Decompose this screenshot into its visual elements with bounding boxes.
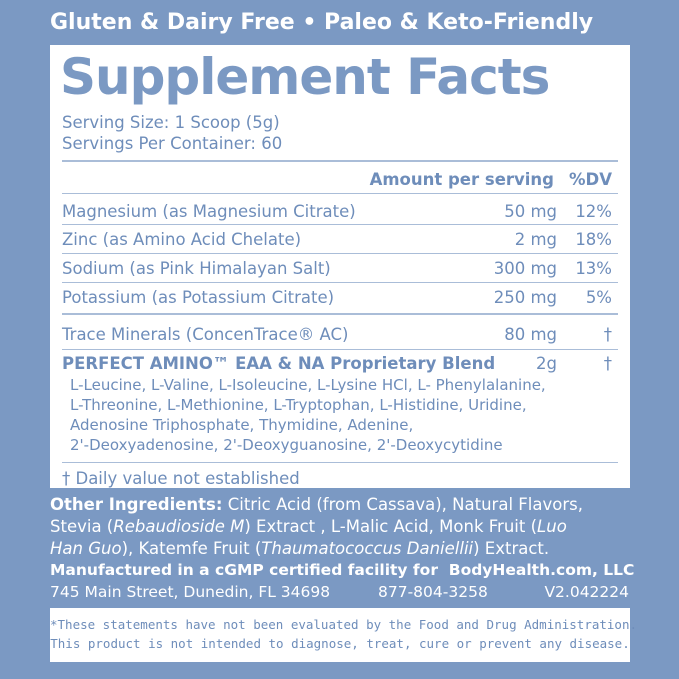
divider [62, 349, 618, 350]
nutrient-amount: 2 mg [514, 230, 557, 249]
disclaimer-box [50, 608, 630, 662]
nutrient-dv: 12% [575, 202, 612, 221]
nutrient-name: Zinc (as Amino Acid Chelate) [62, 230, 302, 249]
divider [62, 253, 618, 254]
nutrient-amount: 300 mg [493, 259, 557, 278]
text: Luo [537, 517, 567, 536]
amount-header: Amount per serving [369, 170, 554, 189]
text: ) Extract. [473, 539, 550, 558]
nutrient-name: Magnesium (as Magnesium Citrate) [62, 202, 356, 221]
nutrient-dv: † [603, 354, 612, 373]
text: Citric Acid (from Cassava), Natural Flav… [222, 495, 583, 514]
divider [62, 282, 618, 283]
tagline: Gluten & Dairy Free • Paleo & Keto-Frien… [50, 10, 594, 35]
divider [62, 193, 618, 194]
blend-ingredient: 2'-Deoxyadenosine, 2'-Deoxyguanosine, 2'… [70, 436, 503, 454]
text: Stevia ( [50, 517, 114, 536]
disclaimer-line: *These statements have not been evaluate… [50, 617, 637, 632]
manufacturer-statement: Manufactured in a cGMP certified facilit… [50, 561, 635, 579]
disclaimer: *These statements have not been evaluate… [50, 615, 637, 653]
nutrient-name: Potassium (as Potassium Citrate) [62, 288, 335, 307]
other-ingredients: Other Ingredients: Citric Acid (from Cas… [50, 494, 583, 560]
servings-per-container: Servings Per Container: 60 [62, 134, 283, 153]
divider [62, 313, 618, 315]
text: Han Guo [50, 539, 122, 558]
blend-ingredient: L-Leucine, L-Valine, L-Isoleucine, L-Lys… [70, 376, 546, 394]
nutrient-dv: 5% [585, 288, 612, 307]
nutrient-name: PERFECT AMINO™ EAA & NA Proprietary Blen… [62, 354, 496, 373]
blend-ingredient: L-Threonine, L-Methionine, L-Tryptophan,… [70, 396, 527, 414]
nutrient-name: Sodium (as Pink Himalayan Salt) [62, 259, 331, 278]
nutrient-amount: 50 mg [504, 202, 557, 221]
nutrient-dv: 18% [575, 230, 612, 249]
facts-panel [50, 45, 630, 488]
dv-header: %DV [569, 170, 612, 189]
nutrient-amount: 250 mg [493, 288, 557, 307]
text: Thaumatococcus Daniellii [261, 539, 474, 558]
text: ) Extract , L-Malic Acid, Monk Fruit ( [244, 517, 538, 536]
version: V2.042224 [544, 583, 629, 601]
nutrient-dv: † [603, 325, 612, 344]
divider [62, 224, 618, 225]
divider [62, 462, 618, 463]
address: 745 Main Street, Dunedin, FL 34698 [50, 583, 331, 601]
phone: 877-804-3258 [378, 583, 488, 601]
divider [62, 160, 618, 162]
text: ), Katemfe Fruit ( [121, 539, 262, 558]
nutrient-dv: 13% [575, 259, 612, 278]
nutrient-name: Trace Minerals (ConcenTrace® AC) [62, 325, 349, 344]
text: Rebaudioside M [113, 517, 245, 536]
serving-size: Serving Size: 1 Scoop (5g) [62, 113, 280, 132]
panel-title: Supplement Facts [60, 48, 550, 106]
nutrient-amount: 2g [536, 354, 557, 373]
blend-ingredient: Adenosine Triphosphate, Thymidine, Adeni… [70, 416, 414, 434]
footnote: † Daily value not established [62, 469, 300, 488]
disclaimer-line: This product is not intended to diagnose… [50, 636, 630, 651]
other-label: Other Ingredients: [50, 495, 223, 514]
nutrient-amount: 80 mg [504, 325, 557, 344]
